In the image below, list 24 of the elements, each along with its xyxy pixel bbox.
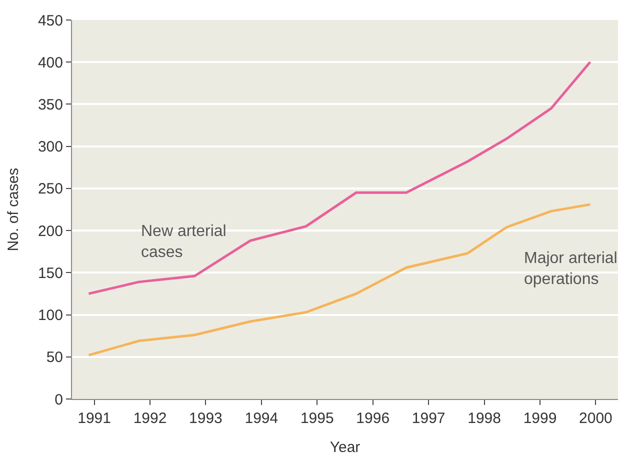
y-tick-label: 0 (54, 391, 63, 408)
y-tick-label: 200 (38, 222, 63, 240)
x-tick-label: 1999 (523, 410, 557, 427)
y-tick-label: 250 (38, 180, 63, 198)
x-tick-label: 1996 (356, 410, 390, 427)
x-tick-label: 1993 (189, 410, 222, 427)
y-tick-label: 50 (46, 349, 63, 366)
x-tick-label: 1998 (468, 410, 501, 427)
y-tick-label: 350 (38, 96, 63, 114)
y-tick-label: 300 (38, 138, 63, 156)
x-tick-label: 1992 (133, 410, 167, 427)
x-tick-label: 1991 (78, 410, 111, 427)
y-tick-label: 400 (38, 54, 63, 72)
series-label: New arterial cases (141, 223, 226, 261)
y-tick-label: 150 (38, 264, 63, 282)
y-tick-label: 100 (38, 307, 63, 324)
x-tick-label: 1997 (412, 410, 446, 427)
x-tick-label: 1994 (244, 410, 278, 427)
x-tick-label: 2000 (579, 410, 612, 427)
x-tick-label: 1995 (300, 410, 334, 427)
y-axis-title: No. of cases (5, 168, 22, 252)
series-label: Major arterial operations (524, 250, 618, 288)
x-axis-title: Year (330, 439, 360, 456)
y-tick-label: 450 (38, 12, 63, 30)
